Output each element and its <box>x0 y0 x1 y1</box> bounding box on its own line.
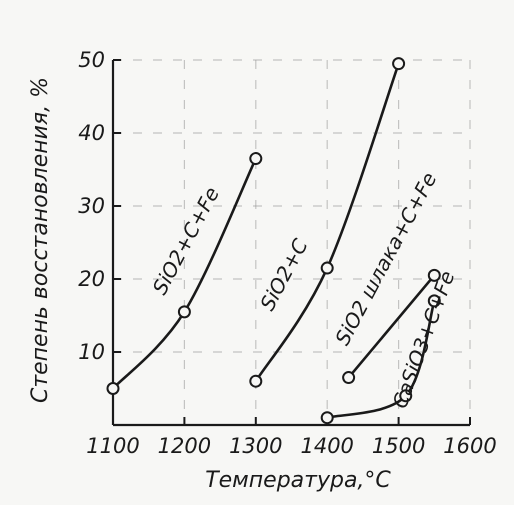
series-group <box>106 57 441 425</box>
data-point <box>427 294 441 308</box>
data-point <box>249 374 263 388</box>
data-point <box>249 152 263 166</box>
y-tick-label: 10 <box>78 340 105 364</box>
data-point <box>320 411 334 425</box>
series-2 <box>342 268 441 385</box>
series-3 <box>320 294 441 425</box>
x-tick-label: 1500 <box>372 434 425 458</box>
series-label: SiO2+C <box>255 235 313 315</box>
data-point <box>342 371 356 385</box>
x-tick-label: 1100 <box>86 434 139 458</box>
data-point <box>177 305 191 319</box>
series-label: SiO2+C+Fe <box>148 183 225 298</box>
y-tick-label: 30 <box>78 194 105 218</box>
y-tick-label: 20 <box>78 267 105 291</box>
x-tick-label: 1300 <box>229 434 282 458</box>
x-axis-label: Температура,°С <box>205 468 391 493</box>
y-tick-label: 40 <box>78 121 105 145</box>
x-tick-label: 1400 <box>300 434 353 458</box>
series-labels: SiO2+C+Fe SiO2+C SiO2 шлака+C+FeCaSiO3+C+F… <box>148 168 460 411</box>
data-point <box>106 382 120 395</box>
y-tick-label: 50 <box>78 48 105 72</box>
grid <box>113 59 471 425</box>
y-axis-label: Степень восстановления, % <box>28 77 53 403</box>
x-tick-label: 1200 <box>158 434 211 458</box>
series-line <box>111 157 258 390</box>
ticks: 10 20 30 40 50 1100 1200 1300 1400 1500 1600 <box>78 48 496 458</box>
data-point <box>399 389 413 403</box>
x-tick-label: 1600 <box>443 434 496 458</box>
data-point <box>320 261 334 275</box>
data-point <box>427 268 441 282</box>
series-1 <box>249 57 406 388</box>
series-line <box>347 274 436 379</box>
series-0 <box>106 152 263 395</box>
data-point <box>392 57 406 71</box>
